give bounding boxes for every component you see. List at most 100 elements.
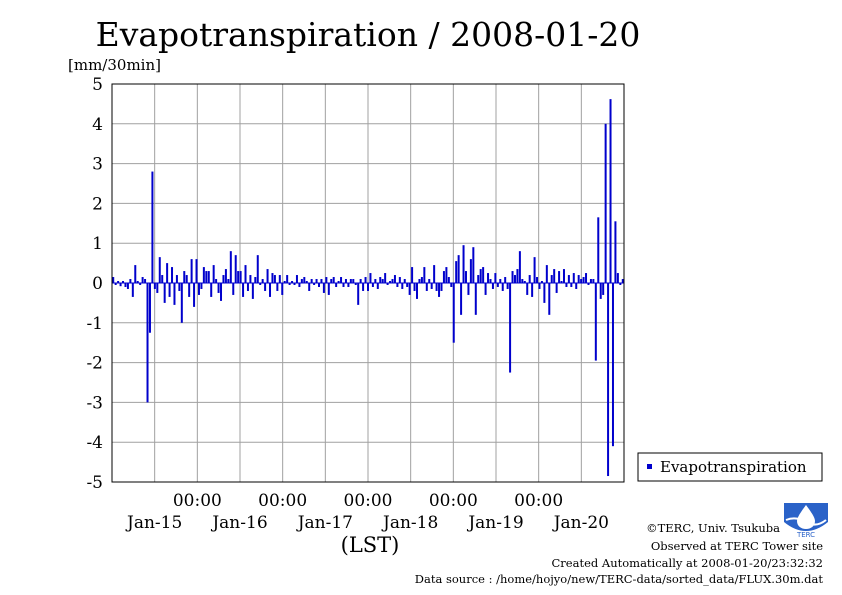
evapotranspiration-bar	[545, 265, 548, 283]
evapotranspiration-bar	[188, 283, 191, 297]
evapotranspiration-bar	[526, 283, 529, 295]
evapotranspiration-bar	[131, 283, 134, 297]
evapotranspiration-bar	[112, 277, 115, 283]
evapotranspiration-bar	[322, 283, 325, 293]
evapotranspiration-bar	[585, 273, 588, 283]
evapotranspiration-bar	[386, 283, 389, 285]
evapotranspiration-bar	[173, 283, 176, 305]
evapotranspiration-bar	[195, 259, 198, 283]
evapotranspiration-bar	[320, 279, 323, 283]
y-tick-label: -3	[86, 393, 103, 413]
evapotranspiration-bar	[229, 251, 232, 283]
evapotranspiration-bar	[352, 279, 355, 283]
evapotranspiration-bar	[614, 221, 617, 283]
evapotranspiration-bar	[305, 281, 308, 283]
y-tick-label: -5	[86, 473, 103, 493]
evapotranspiration-bar	[180, 283, 183, 323]
evapotranspiration-bar	[269, 283, 272, 297]
evapotranspiration-bar	[308, 283, 311, 291]
evapotranspiration-bar	[313, 283, 316, 285]
chart-title: Evapotranspiration / 2008-01-20	[96, 15, 641, 54]
evapotranspiration-bar	[496, 283, 499, 287]
evapotranspiration-bar	[572, 273, 575, 283]
evapotranspiration-bar	[153, 283, 156, 289]
evapotranspiration-bar	[357, 283, 360, 305]
evapotranspiration-bar	[141, 277, 144, 283]
evapotranspiration-bar	[374, 279, 377, 283]
evapotranspiration-bar	[413, 283, 416, 291]
evapotranspiration-bar	[393, 275, 396, 283]
x-tick-time-label: 00:00	[258, 491, 307, 511]
evapotranspiration-bar	[472, 247, 475, 283]
evapotranspiration-bar	[249, 275, 252, 283]
evapotranspiration-bar	[259, 283, 262, 285]
evapotranspiration-bar	[286, 275, 289, 283]
evapotranspiration-bar	[261, 279, 264, 283]
y-tick-labels: 5 4 3 2 1 0 -1 -2 -3 -4 -5	[86, 75, 103, 493]
evapotranspiration-bar	[567, 275, 570, 283]
evapotranspiration-bar	[220, 283, 223, 301]
evapotranspiration-bar	[161, 275, 164, 283]
evapotranspiration-bar	[396, 283, 399, 287]
evapotranspiration-bar	[440, 283, 443, 291]
evapotranspiration-bar	[347, 283, 350, 287]
evapotranspiration-bar	[156, 283, 159, 293]
evapotranspiration-bar	[175, 275, 178, 283]
evapotranspiration-bar	[469, 259, 472, 283]
evapotranspiration-bar	[124, 283, 127, 287]
evapotranspiration-bar	[562, 269, 565, 283]
evapotranspiration-bar	[207, 271, 210, 283]
x-tick-time-label: 00:00	[173, 491, 222, 511]
evapotranspiration-bar	[318, 283, 321, 287]
evapotranspiration-bar	[501, 283, 504, 291]
evapotranspiration-bar	[166, 263, 169, 283]
evapotranspiration-bar	[513, 275, 516, 283]
evapotranspiration-bar	[464, 271, 467, 283]
y-axis-label: [mm/30min]	[68, 56, 161, 74]
evapotranspiration-bar	[406, 283, 409, 287]
evapotranspiration-bar	[271, 273, 274, 283]
evapotranspiration-bar	[452, 283, 455, 343]
evapotranspiration-bar	[521, 279, 524, 283]
evapotranspiration-bar	[609, 99, 612, 284]
evapotranspiration-bar	[217, 283, 220, 293]
y-tick-label: 1	[92, 234, 103, 254]
evapotranspiration-bar	[298, 283, 301, 287]
evapotranspiration-bar	[232, 283, 235, 295]
evapotranspiration-bar	[528, 275, 531, 283]
evapotranspiration-bar	[548, 283, 551, 315]
evapotranspiration-bar	[455, 261, 458, 283]
evapotranspiration-bar	[589, 279, 592, 283]
evapotranspiration-bar	[114, 283, 117, 285]
evapotranspiration-bar	[435, 283, 438, 291]
evapotranspiration-bar	[278, 275, 281, 283]
evapotranspiration-bar	[376, 283, 379, 289]
bar-series	[112, 99, 624, 477]
evapotranspiration-bar	[178, 283, 181, 291]
evapotranspiration-bar	[183, 271, 186, 283]
legend-label: Evapotranspiration	[660, 458, 807, 476]
y-tick-label: -4	[86, 433, 103, 453]
evapotranspiration-bar	[327, 283, 330, 295]
legend-swatch	[647, 464, 652, 469]
evapotranspiration-bar	[433, 265, 436, 283]
x-tick-time-label: 00:00	[514, 491, 563, 511]
evapotranspiration-bar	[533, 257, 536, 283]
evapotranspiration-bar	[550, 275, 553, 283]
x-tick-day-label: Jan-17	[296, 513, 353, 533]
evapotranspiration-bar	[144, 279, 147, 283]
y-tick-label: 4	[92, 115, 103, 135]
x-tick-day-label: Jan-16	[210, 513, 267, 533]
evapotranspiration-bar	[538, 283, 541, 289]
evapotranspiration-bar	[401, 283, 404, 289]
evapotranspiration-bar	[362, 283, 365, 291]
evapotranspiration-bar	[457, 255, 460, 283]
evapotranspiration-bar	[418, 279, 421, 283]
evapotranspiration-bar	[540, 281, 543, 283]
x-tick-day-label: Jan-20	[552, 513, 609, 533]
evapotranspiration-bar	[582, 277, 585, 283]
evapotranspiration-bar	[611, 283, 614, 447]
evapotranspiration-bar	[251, 283, 254, 299]
credit-observed: Observed at TERC Tower site	[651, 539, 823, 553]
evapotranspiration-bar	[565, 283, 568, 287]
